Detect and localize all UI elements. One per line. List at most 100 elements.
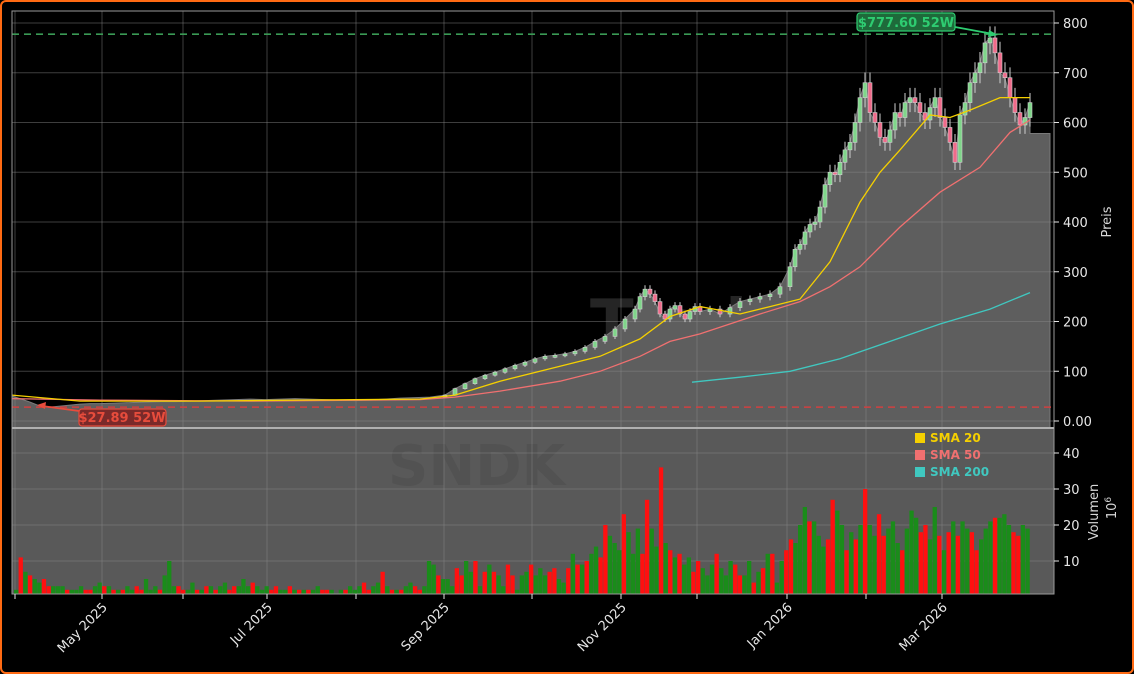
svg-text:30: 30: [1063, 483, 1080, 498]
candle: [907, 97, 913, 103]
candle: [757, 296, 763, 300]
candle: [997, 52, 1003, 74]
candle: [842, 149, 848, 163]
candle: [582, 347, 588, 352]
candle: [932, 97, 938, 108]
candle: [462, 383, 468, 389]
price-axis: 0.00 100 200 300 400 500 600 700 800: [1054, 17, 1092, 430]
candle: [962, 102, 968, 116]
candle: [482, 374, 488, 380]
candle: [682, 313, 688, 320]
candle: [947, 127, 953, 143]
candle: [612, 328, 618, 337]
candle: [942, 117, 948, 128]
candle: [867, 82, 873, 113]
volume-axis: 10 20 30 40: [1054, 447, 1080, 570]
candle: [892, 112, 898, 131]
candle: [917, 102, 923, 113]
candle: [737, 301, 743, 308]
candle: [992, 37, 998, 54]
candle: [952, 142, 958, 163]
candle: [837, 162, 843, 176]
candle: [827, 171, 833, 185]
sma200-line: [691, 291, 1031, 383]
candle: [727, 307, 733, 315]
candle: [667, 308, 673, 320]
volume-bars: [14, 467, 1030, 594]
candle: [927, 107, 933, 121]
svg-text:May 2025: May 2025: [55, 600, 111, 656]
candle: [1027, 102, 1033, 118]
candle: [502, 368, 508, 373]
svg-text:200: 200: [1063, 316, 1088, 331]
candle: [822, 184, 828, 208]
candle: [787, 266, 793, 287]
svg-text:40: 40: [1063, 447, 1080, 462]
x-axis: May 2025 Jul 2025 Sep 2025 Nov 2025 Jan 2026…: [14, 594, 951, 656]
candle: [652, 293, 658, 302]
candle: [872, 112, 878, 123]
candle: [542, 356, 548, 360]
candle: [832, 171, 838, 176]
watermark-ticker: SNDK: [388, 434, 568, 499]
legend: SMA 20 SMA 50 SMA 200: [915, 431, 989, 479]
candle: [847, 142, 853, 151]
candle: [852, 122, 858, 143]
svg-text:Jan 2026: Jan 2026: [744, 600, 796, 652]
svg-text:10: 10: [1063, 555, 1080, 570]
candle: [857, 97, 863, 123]
svg-text:$27.89 52W: $27.89 52W: [78, 411, 165, 426]
candle: [522, 361, 528, 366]
sma50-line: [11, 119, 1031, 402]
candle: [912, 97, 918, 103]
svg-text:600: 600: [1063, 117, 1088, 132]
svg-text:100: 100: [1063, 365, 1088, 380]
candle: [647, 288, 653, 295]
candle: [792, 249, 798, 268]
candle: [1002, 72, 1008, 79]
candle: [902, 102, 908, 118]
candle: [1012, 97, 1018, 113]
candle: [882, 137, 888, 143]
candle: [982, 42, 988, 64]
candle: [622, 318, 628, 330]
candle: [677, 305, 683, 315]
candle: [662, 313, 668, 320]
candle: [657, 301, 663, 315]
candle: [532, 358, 538, 363]
candle: [777, 286, 783, 295]
candle: [562, 353, 568, 357]
svg-text:20: 20: [1063, 519, 1080, 534]
candle: [492, 371, 498, 376]
candle: [552, 355, 558, 358]
candle: [687, 311, 693, 320]
svg-text:700: 700: [1063, 67, 1088, 82]
candle: [977, 62, 983, 74]
candle: [602, 336, 608, 342]
candle: [707, 308, 713, 312]
legend-label: SMA 200: [930, 465, 989, 479]
candle: [877, 122, 883, 138]
candle: [797, 244, 803, 250]
candle: [472, 378, 478, 384]
candle: [972, 72, 978, 83]
svg-text:Nov 2025: Nov 2025: [575, 600, 630, 655]
sma20-line: [11, 96, 1030, 402]
candle: [957, 114, 963, 163]
legend-label: SMA 20: [930, 431, 981, 445]
candle: [637, 296, 643, 310]
candle: [937, 97, 943, 118]
candle: [592, 341, 598, 348]
svg-text:500: 500: [1063, 166, 1088, 181]
legend-swatch: [915, 467, 925, 477]
candle: [897, 112, 903, 118]
candle: [747, 298, 753, 302]
candle: [512, 364, 518, 370]
candle: [672, 305, 678, 310]
svg-text:0.00: 0.00: [1063, 415, 1092, 430]
svg-text:400: 400: [1063, 216, 1088, 231]
high-52w-annotation: $777.60 52W: [856, 12, 998, 37]
candle: [807, 224, 813, 233]
candle: [887, 129, 893, 143]
